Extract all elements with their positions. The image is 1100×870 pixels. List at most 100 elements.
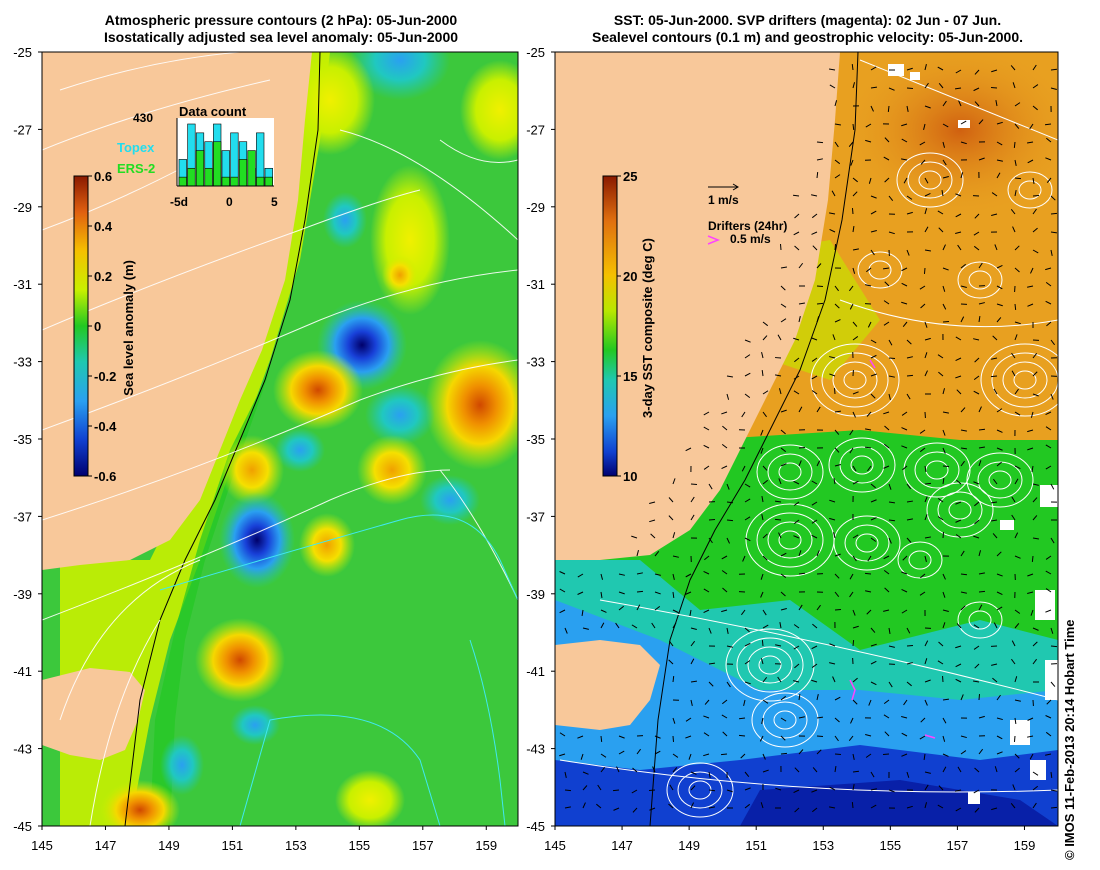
velocity-vector [852,609,856,616]
velocity-vector [942,591,946,598]
velocity-vector [816,604,821,611]
velocity-vector [901,123,908,127]
velocity-vector [559,609,566,614]
velocity-vector [888,195,894,202]
velocity-vector [923,123,926,130]
velocity-vector [832,676,836,683]
velocity-vector [883,411,890,415]
velocity-vector [906,537,912,543]
velocity-vector [870,373,877,377]
velocity-vector [721,570,728,575]
y-tick-label: -41 [13,664,32,679]
velocity-vector [852,248,859,251]
velocity-vector [690,627,697,630]
velocity-vector [577,735,584,739]
velocity-vector [1014,321,1021,325]
velocity-vector [924,658,928,665]
velocity-vector [654,735,661,739]
sealevel-contour-line [859,59,1058,141]
velocity-vector [811,501,818,506]
velocity-vector [996,141,1003,146]
velocity-vector [793,535,800,539]
velocity-vector [722,699,728,705]
inset-bar-ers2 [204,167,213,187]
velocity-vector [924,482,932,485]
velocity-vector [996,121,1003,125]
velocity-vector [831,190,836,197]
velocity-vector [798,460,802,467]
velocity-vector [834,464,841,467]
velocity-vector [760,591,764,598]
velocity-vector [632,807,638,813]
velocity-vector [738,717,746,720]
velocity-vector [654,551,660,557]
velocity-vector [960,407,966,413]
velocity-vector [924,370,928,377]
velocity-vector [744,393,751,398]
velocity-scale-arrowhead [732,183,739,191]
velocity-vector [884,425,890,431]
velocity-vector [883,569,890,575]
x-tick-label: 157 [412,838,434,853]
velocity-vector [811,213,818,219]
velocity-vector [1032,64,1037,71]
velocity-vector [794,767,800,773]
y-tick-label: -39 [526,587,545,602]
velocity-vector [616,766,620,773]
velocity-vector [780,735,786,741]
sla-high-eddy-1 [273,350,363,430]
velocity-vector [760,573,764,580]
velocity-vector [924,321,928,328]
velocity-vector [703,465,710,470]
velocity-vector [726,789,733,793]
velocity-vector [1014,334,1018,341]
velocity-vector [974,101,980,107]
velocity-vector [960,429,967,432]
velocity-vector [834,123,842,126]
velocity-vector [636,590,644,593]
velocity-vector [1029,123,1034,130]
velocity-vector [870,86,878,89]
velocity-vector [829,212,836,215]
velocity-vector [901,301,908,305]
velocity-vector [852,123,855,131]
velocity-vector [762,699,769,704]
velocity-vector [780,695,787,701]
velocity-vector [1014,303,1017,311]
velocity-vector [1027,159,1034,164]
velocity-vector [974,663,980,669]
velocity-vector [973,535,980,539]
velocity-vector [1011,658,1016,665]
velocity-vector [870,537,877,542]
velocity-vector [1032,177,1035,184]
velocity-vector [955,375,962,379]
velocity-vector [778,478,782,485]
velocity-vector [960,172,964,179]
velocity-vector [870,230,877,233]
velocity-vector [829,84,836,89]
velocity-vector [868,177,872,184]
velocity-vector [834,429,840,435]
velocity-vector [1045,426,1052,431]
sealevel-contour-ring [988,470,1012,490]
velocity-vector [669,784,674,791]
velocity-vector [631,624,638,629]
velocity-vector [870,771,875,778]
velocity-vector [1012,784,1016,791]
velocity-vector [960,694,964,701]
velocity-vector [852,699,858,705]
velocity-vector [973,245,980,251]
velocity-vector [960,605,966,611]
velocity-vector [721,443,728,449]
velocity-vector [901,609,908,614]
velocity-vector [978,604,983,611]
velocity-vector [942,477,945,485]
velocity-vector [1050,771,1053,779]
velocity-vector [888,357,896,360]
velocity-vector [937,516,944,521]
velocity-vector [870,804,877,809]
velocity-vector [744,354,751,359]
velocity-vector [883,300,890,305]
velocity-vector [1031,465,1034,472]
velocity-vector [955,534,962,539]
